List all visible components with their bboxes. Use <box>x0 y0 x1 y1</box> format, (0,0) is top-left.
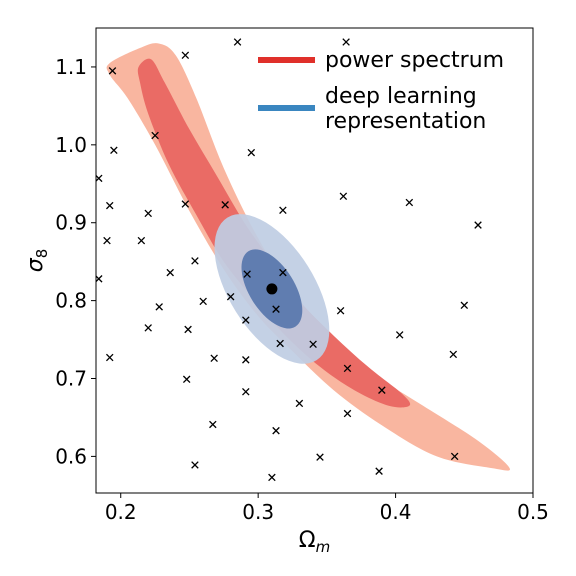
sample-point-marker <box>460 301 469 310</box>
sample-point-marker <box>199 297 207 306</box>
y-tick-label: 0.9 <box>55 211 87 235</box>
sample-point-marker <box>272 426 280 435</box>
sample-point-marker <box>210 354 218 363</box>
sample-point-marker <box>342 38 350 46</box>
y-tick-label: 0.7 <box>55 367 87 391</box>
x-tick-label: 0.4 <box>380 500 412 524</box>
sample-point-marker <box>378 386 386 394</box>
legend: power spectrum deep learning representat… <box>258 48 504 134</box>
sample-point-marker <box>375 467 383 475</box>
sample-point-marker <box>316 453 324 461</box>
sample-point-marker <box>295 399 304 408</box>
sample-point-marker <box>279 206 287 215</box>
sample-point-marker <box>191 257 199 265</box>
power-spectrum-inner-contour <box>137 58 411 408</box>
legend-label-power-spectrum: power spectrum <box>325 48 504 73</box>
sample-point-marker <box>182 375 191 384</box>
sample-point-marker <box>144 209 152 218</box>
x-axis-label: Ωm <box>299 528 330 556</box>
sample-point-marker <box>144 324 152 332</box>
sample-point-marker <box>343 364 352 373</box>
sample-point-marker <box>233 38 242 46</box>
sample-point-marker <box>405 198 414 207</box>
sample-point-marker <box>242 356 250 364</box>
sample-point-marker <box>103 236 111 245</box>
y-axis-label: σ8 <box>23 249 51 273</box>
best-fit-point <box>266 283 278 295</box>
sample-point-marker <box>336 306 345 315</box>
x-tick-label: 0.2 <box>105 500 137 524</box>
sample-point-marker <box>166 268 174 277</box>
sample-point-marker <box>339 192 348 201</box>
sample-point-marker <box>247 148 256 157</box>
y-tick-label: 0.6 <box>55 444 87 468</box>
sample-point-marker <box>155 303 163 311</box>
sample-point-marker <box>184 325 192 334</box>
sample-point-marker <box>96 174 103 183</box>
sample-point-marker <box>279 268 287 277</box>
x-tick-label: 0.5 <box>517 500 549 524</box>
sample-point-marker <box>268 473 276 482</box>
sample-point-marker <box>309 340 317 348</box>
y-tick-label: 0.8 <box>55 289 87 313</box>
sample-point-marker <box>181 200 190 208</box>
sample-point-marker <box>242 387 250 396</box>
sample-point-marker <box>105 201 114 210</box>
sample-point-marker <box>276 339 284 348</box>
y-tick-label: 1.1 <box>55 55 87 79</box>
sample-point-marker <box>242 316 250 324</box>
sample-point-marker <box>243 270 251 278</box>
sample-point-marker <box>96 275 103 283</box>
sample-point-marker <box>474 221 482 229</box>
sample-point-marker <box>343 409 352 418</box>
x-tick-label: 0.3 <box>242 500 274 524</box>
sample-point-marker <box>181 51 190 60</box>
axis-ticks: 0.2 0.3 0.4 0.5 0.6 0.7 0.8 0.9 1.0 1.1 <box>55 55 549 524</box>
sample-point-marker <box>272 305 280 313</box>
sample-point-marker <box>110 146 118 155</box>
plot-area <box>96 38 510 482</box>
sample-point-marker <box>191 461 199 469</box>
power-spectrum-outer-contour <box>106 43 510 471</box>
sample-point-marker <box>137 236 146 245</box>
plot-frame <box>95 27 534 494</box>
sample-point-marker <box>108 67 117 75</box>
y-tick-label: 1.0 <box>55 133 87 157</box>
sample-point-marker <box>151 131 159 140</box>
legend-label-deep-learning: deep learning representation <box>325 84 486 134</box>
sample-point-marker <box>105 353 114 362</box>
sample-point-marker <box>226 292 235 301</box>
sample-point-marker <box>395 331 404 339</box>
sample-point-marker <box>209 420 217 429</box>
sample-point-marker <box>221 201 229 209</box>
sample-point-marker <box>450 452 459 461</box>
sample-point-marker <box>449 350 458 359</box>
